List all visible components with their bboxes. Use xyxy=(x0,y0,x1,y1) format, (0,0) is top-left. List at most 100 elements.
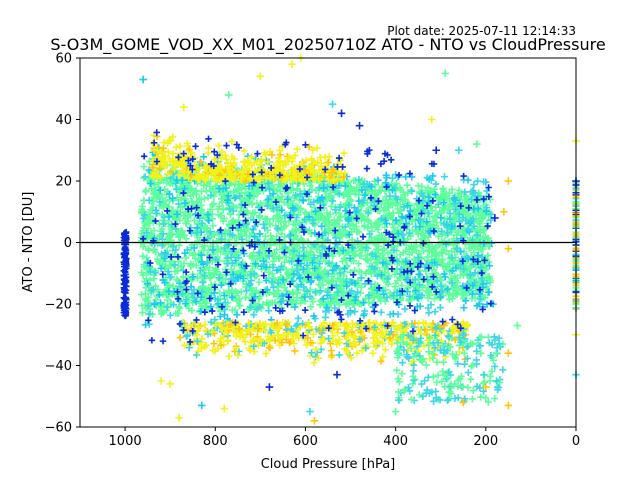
data-point-mid xyxy=(416,223,424,231)
data-point xyxy=(139,75,147,84)
data-point-core xyxy=(158,194,166,202)
data-point-lower xyxy=(291,347,299,355)
data-point-mid xyxy=(360,311,368,319)
data-point-lower xyxy=(312,345,320,353)
data-point-tail xyxy=(495,339,503,347)
data-point-mid xyxy=(450,194,458,202)
data-point-mid xyxy=(199,279,207,287)
data-point-mid xyxy=(479,280,487,288)
data-point-mid xyxy=(285,232,293,240)
data-point-upper xyxy=(268,151,276,159)
data-point-core xyxy=(158,225,166,233)
data-point-mid xyxy=(166,311,174,319)
data-point-core xyxy=(242,268,250,276)
data-point-mid xyxy=(453,245,461,253)
data-point-blue xyxy=(206,254,213,261)
data-point-lower xyxy=(353,349,361,357)
data-point-blue xyxy=(153,129,160,136)
data-point-core xyxy=(277,230,285,238)
data-point-tail xyxy=(484,333,492,341)
data-point-mid xyxy=(412,287,420,295)
data-point-upper xyxy=(181,172,189,180)
data-point-upper xyxy=(262,174,270,182)
data-point-core xyxy=(297,234,305,242)
data-point-blue xyxy=(246,242,253,249)
data-point-mid xyxy=(332,262,340,270)
data-point-mid xyxy=(299,197,307,205)
data-point-tail xyxy=(482,394,490,402)
data-point-mid xyxy=(256,230,264,238)
data-point-tail xyxy=(477,349,485,357)
data-point-tail xyxy=(499,366,507,374)
data-point xyxy=(473,140,481,148)
data-point-core xyxy=(397,207,405,215)
data-point-mid xyxy=(146,310,154,318)
data-point-mid xyxy=(311,264,319,272)
data-point-lower xyxy=(267,329,275,337)
data-point-blue xyxy=(387,156,395,164)
data-point-upper xyxy=(175,171,183,179)
data-point-upper xyxy=(264,158,272,166)
data-point-blue xyxy=(287,280,294,288)
data-point-core xyxy=(465,244,473,252)
data-point-mid xyxy=(416,281,424,289)
data-point-tail xyxy=(469,387,477,395)
data-point-blue xyxy=(474,258,481,265)
data-point-mid xyxy=(236,192,244,200)
data-point-core xyxy=(156,259,164,267)
data-point-mid xyxy=(200,153,208,161)
data-point-blue xyxy=(457,324,464,332)
data-point-tail xyxy=(432,394,440,402)
data-point-core xyxy=(364,224,372,232)
data-point-core xyxy=(447,274,455,282)
data-point-tail xyxy=(403,340,411,348)
data-point-core xyxy=(208,201,216,209)
data-point-mid xyxy=(448,254,456,262)
data-point-blue xyxy=(406,260,414,267)
data-point-blue xyxy=(386,231,393,238)
data-point-mid xyxy=(341,207,349,215)
data-point-mid xyxy=(414,254,422,262)
data-point-upper xyxy=(211,156,219,164)
data-point-lower xyxy=(366,319,374,327)
data-point-mid xyxy=(437,293,445,301)
data-point-core xyxy=(175,233,183,241)
data-point-tail xyxy=(409,380,417,388)
data-point-blue xyxy=(211,284,219,291)
data-point-upper xyxy=(202,174,210,182)
data-point-mid xyxy=(300,252,308,260)
data-point-mid xyxy=(373,272,381,280)
data-point-core xyxy=(140,163,148,171)
data-point-upper xyxy=(301,166,309,174)
data-point-mid xyxy=(207,191,215,199)
data-point-upper xyxy=(309,146,317,154)
data-point-mid xyxy=(319,295,327,303)
data-point-blue xyxy=(193,204,200,211)
data-point-core xyxy=(208,215,216,223)
data-point-left-edge xyxy=(121,277,129,284)
data-point-mid xyxy=(440,173,448,181)
data-point-blue xyxy=(150,139,158,146)
data-point-mid xyxy=(325,259,333,267)
data-point-mid xyxy=(467,196,475,204)
data-point-blue xyxy=(250,179,257,186)
data-point-blue xyxy=(406,170,414,177)
data-point-tail xyxy=(395,396,403,404)
data-point-tail xyxy=(440,358,448,366)
data-point-core xyxy=(306,182,314,190)
data-point-core xyxy=(203,180,211,188)
data-point-mid xyxy=(273,266,281,274)
data-point-core xyxy=(140,239,148,247)
data-point-blue xyxy=(388,265,396,273)
data-point-lower xyxy=(434,330,442,338)
data-point-mid xyxy=(263,202,271,210)
data-point-core xyxy=(176,304,184,312)
data-point-tail xyxy=(487,352,495,360)
data-point-lower xyxy=(325,335,333,343)
data-point-mid xyxy=(335,182,343,190)
data-point-core xyxy=(438,276,446,284)
data-point-tail xyxy=(422,361,430,369)
data-point-mid xyxy=(316,260,324,268)
data-point-mid xyxy=(310,254,318,262)
data-point-left-edge xyxy=(121,269,129,276)
